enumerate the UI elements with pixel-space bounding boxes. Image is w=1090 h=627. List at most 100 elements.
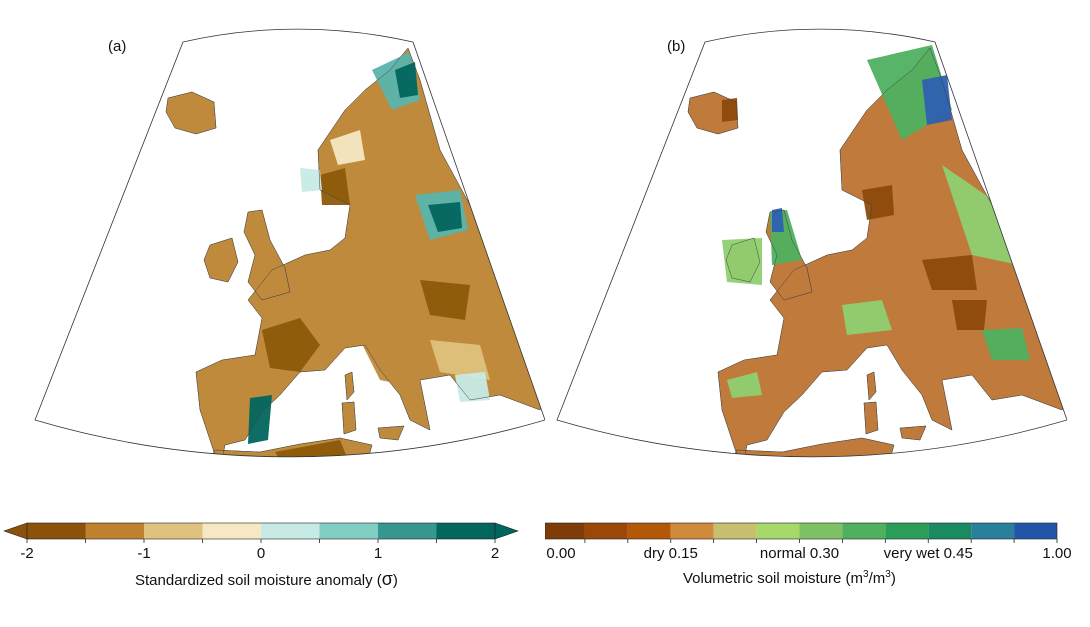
- colorbar-volumetric-title-end: ): [890, 570, 896, 587]
- colorbar-volumetric-tick-label-3: very wet 0.45: [883, 545, 973, 562]
- moisture-patch-a-6: [360, 340, 405, 385]
- moisture-patch-b-5: [772, 208, 784, 232]
- colorbar-volumetric-bin-4: [713, 523, 757, 539]
- colorbar-anomaly-bar: [3, 522, 519, 543]
- map-b-frame: [556, 28, 1067, 458]
- sicily-b: [899, 425, 927, 441]
- colorbar-anomaly-bin-1: [85, 523, 144, 539]
- moisture-patch-b-9: [922, 255, 977, 290]
- colorbar-anomaly-title-symbol: σ: [381, 569, 393, 589]
- colorbar-anomaly-title: Standardized soil moisture anomaly (σ): [135, 569, 398, 590]
- map-panel-a: (a): [0, 0, 545, 480]
- colorbar-volumetric-tick-label-1: dry 0.15: [643, 545, 698, 562]
- moisture-patch-a-4: [300, 260, 420, 305]
- colorbar-volumetric-bin-5: [756, 523, 800, 539]
- colorbar-anomaly-under-arrow: [3, 522, 28, 540]
- colorbar-anomaly-tick-label-0: -2: [20, 545, 34, 562]
- moisture-patch-a-15: [300, 168, 322, 192]
- corsica-outline-a: [344, 371, 355, 401]
- colorbar-volumetric-title: Volumetric soil moisture (m3/m3): [683, 569, 896, 587]
- colorbar-volumetric-tick-label-4: 1.00: [1042, 545, 1072, 562]
- colorbar-volumetric-bin-1: [584, 523, 628, 539]
- europe-mainland-a: [195, 47, 545, 457]
- colorbar-volumetric-tick-label-0: 0.00: [546, 545, 576, 562]
- colorbar-volumetric-title-sup2: 3: [885, 569, 891, 580]
- colorbar-anomaly-title-main: Standardized soil moisture anomaly (: [135, 572, 382, 589]
- colorbar-anomaly-bin-7: [436, 523, 495, 539]
- sardinia-b: [863, 401, 879, 435]
- colorbar-anomaly: -2 -1 0 1 2 Standardized soil moisture anoma…: [0, 515, 545, 615]
- iceland-a: [165, 91, 217, 135]
- colorbar-volumetric-bin-11: [1014, 523, 1057, 539]
- moisture-patch-b-12: [722, 98, 738, 122]
- sicily-a: [377, 425, 405, 441]
- sardinia-a: [341, 401, 357, 435]
- moisture-patch-b-7: [727, 372, 762, 398]
- moisture-patch-b-1: [922, 75, 952, 125]
- colorbar-anomaly-bin-3: [202, 523, 261, 539]
- great-britain-outline-b: [765, 209, 813, 301]
- iceland-outline-a: [165, 91, 217, 135]
- colorbar-volumetric-bin-2: [627, 523, 671, 539]
- moisture-patch-a-2: [320, 168, 350, 205]
- colorbar-anomaly-bin-4: [261, 523, 320, 539]
- colorbar-volumetric-tick-label-2: normal 0.30: [759, 545, 840, 562]
- colorbar-anomaly-tick-label-1: -1: [137, 545, 151, 562]
- colorbar-volumetric-bin-7: [842, 523, 886, 539]
- colorbar-anomaly-over-arrow: [494, 522, 519, 540]
- sardinia-outline-a: [341, 401, 357, 435]
- colorbar-volumetric-bin-3: [670, 523, 714, 539]
- colorbar-volumetric-title-sup1: 3: [863, 569, 869, 580]
- great-britain-outline-a: [243, 209, 291, 301]
- moisture-patch-a-8: [330, 130, 365, 165]
- colorbar-volumetric-title-mid: /m: [868, 570, 886, 587]
- great-britain-a: [243, 209, 291, 301]
- map-a-frame: [34, 28, 545, 458]
- moisture-patch-b-10: [952, 300, 987, 330]
- colorbar-volumetric: 0.00 dry 0.15 normal 0.30 very wet 0.45 1.00…: [541, 515, 1090, 615]
- moisture-patch-a-14: [455, 372, 490, 402]
- colorbar-anomaly-bin-2: [144, 523, 203, 539]
- moisture-patch-a-0: [262, 318, 320, 372]
- moisture-patch-a-12: [428, 202, 462, 232]
- colorbar-anomaly-tick-label-2: 0: [256, 545, 266, 562]
- map-a-canvas: [34, 28, 545, 458]
- colorbar-anomaly-title-end: ): [392, 572, 398, 589]
- colorbar-anomaly-bin-0: [27, 523, 86, 539]
- colorbar-volumetric-bar: [541, 522, 1058, 543]
- map-b-land-group: [687, 45, 1067, 457]
- panel-label-a: (a): [108, 38, 127, 55]
- sardinia-outline-b: [863, 401, 879, 435]
- moisture-patch-a-5: [200, 378, 250, 440]
- colorbar-volumetric-bin-8: [885, 523, 929, 539]
- colorbar-volumetric-bin-10: [971, 523, 1015, 539]
- colorbar-volumetric-title-main: Volumetric soil moisture (m: [683, 570, 864, 587]
- moisture-patch-a-10: [395, 62, 418, 98]
- panel-label-b: (b): [667, 38, 686, 55]
- moisture-patch-a-1: [420, 280, 470, 320]
- colorbar-volumetric-bin-9: [928, 523, 972, 539]
- colorbar-volumetric-border: [544, 522, 1058, 540]
- corsica-outline-b: [866, 371, 877, 401]
- iceland-outline-b: [687, 91, 739, 135]
- ireland-outline-b: [725, 237, 761, 283]
- colorbar-volumetric-bin-0: [542, 523, 585, 539]
- moisture-patch-b-11: [982, 328, 1030, 360]
- sicily-outline-a: [377, 425, 405, 441]
- moisture-patch-a-3: [275, 440, 350, 457]
- map-a-land-group: [165, 47, 545, 457]
- moisture-patch-a-13: [248, 395, 272, 444]
- colorbar-anomaly-bin-6: [378, 523, 437, 539]
- moisture-patch-a-7: [430, 340, 490, 380]
- colorbar-anomaly-tick-label-4: 2: [490, 545, 500, 562]
- north-africa-outline-a: [204, 437, 373, 457]
- ireland-outline-a: [203, 237, 239, 283]
- sicily-outline-b: [899, 425, 927, 441]
- moisture-patch-b-6: [842, 300, 892, 335]
- map-panel-b: (b): [522, 0, 1067, 480]
- colorbar-anomaly-tick-label-3: 1: [373, 545, 383, 562]
- map-b-canvas: [556, 28, 1067, 458]
- north-africa-outline-b: [726, 437, 895, 457]
- moisture-patch-b-3: [722, 238, 762, 285]
- moisture-patch-b-8: [862, 185, 894, 220]
